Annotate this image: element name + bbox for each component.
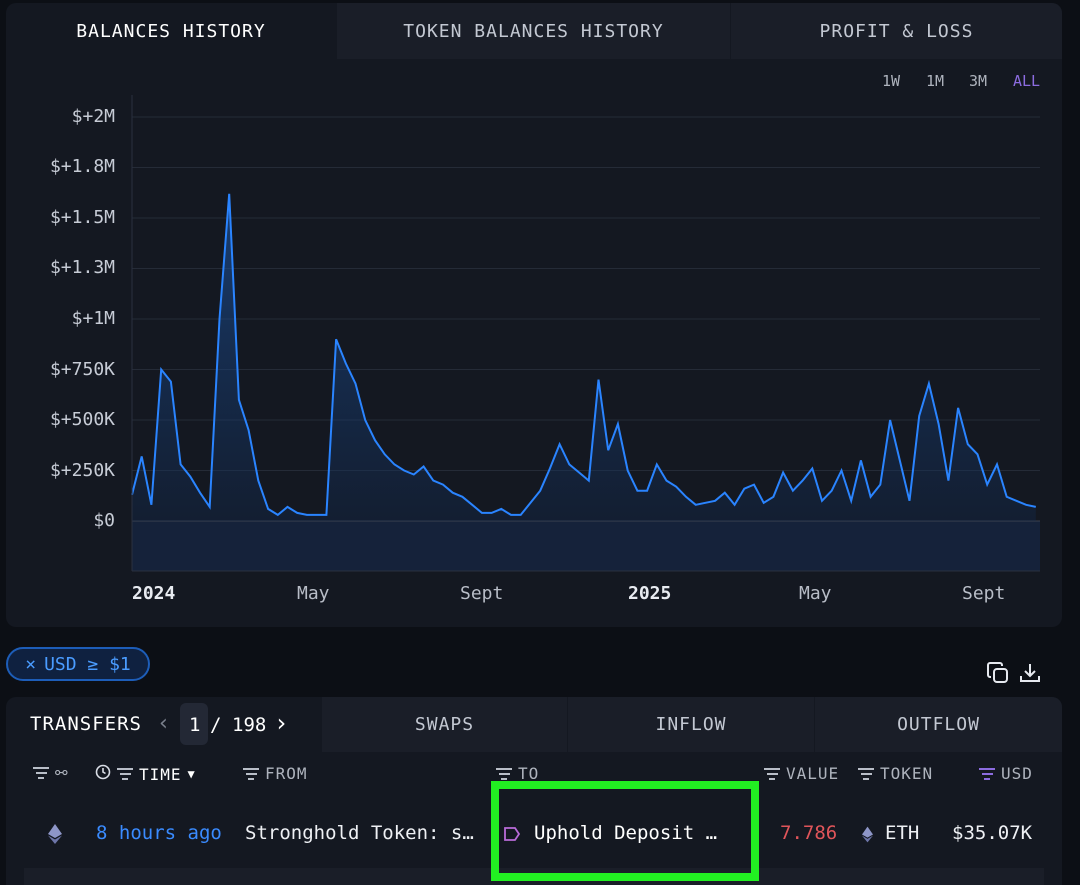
link-icon[interactable]: ⚯ xyxy=(55,764,69,782)
tab-inflow[interactable]: INFLOW xyxy=(568,697,814,752)
header-to[interactable]: TO xyxy=(496,764,539,783)
y-tick-label: $+250K xyxy=(49,460,115,481)
chevron-left-icon[interactable]: ‹ xyxy=(157,711,171,736)
row-token: ETH xyxy=(885,822,920,844)
filter-icon[interactable] xyxy=(117,768,133,780)
page-separator: / xyxy=(210,714,222,736)
header-filter-link[interactable]: ⚯ xyxy=(33,764,69,782)
x-tick-label: 2025 xyxy=(628,583,672,604)
page-total: 198 xyxy=(232,714,267,736)
row-to[interactable]: Uphold Deposit … xyxy=(534,822,718,844)
filter-icon[interactable] xyxy=(33,767,49,779)
range-3m[interactable]: 3M xyxy=(969,72,988,90)
y-tick-label: $+1.8M xyxy=(49,156,115,177)
range-1m[interactable]: 1M xyxy=(926,72,945,90)
row-value: 7.786 xyxy=(780,822,838,844)
header-usd[interactable]: USD xyxy=(979,764,1033,783)
y-tick-label: $+1M xyxy=(71,308,115,329)
page-current-box[interactable] xyxy=(180,703,208,745)
filter-icon[interactable] xyxy=(858,767,874,780)
y-tick-label: $0 xyxy=(93,510,115,531)
filter-icon[interactable] xyxy=(243,767,259,780)
row-from[interactable]: Stronghold Token: s… xyxy=(245,822,474,844)
chevron-right-icon[interactable]: › xyxy=(274,709,289,737)
usd-header-label: USD xyxy=(1001,764,1033,783)
tab-outflow[interactable]: OUTFLOW xyxy=(815,697,1062,752)
balances-panel xyxy=(6,3,1062,627)
eth-icon xyxy=(48,824,62,848)
close-icon[interactable]: × xyxy=(25,653,37,675)
filter-icon[interactable] xyxy=(496,767,512,780)
tab-token-balances-history[interactable]: TOKEN BALANCES HISTORY xyxy=(337,3,730,59)
page-current: 1 xyxy=(189,714,201,736)
tab-swaps[interactable]: SWAPS xyxy=(322,697,567,752)
highlight-box xyxy=(491,781,759,881)
token-header-label: TOKEN xyxy=(880,764,934,783)
y-tick-label: $+750K xyxy=(49,359,115,380)
x-tick-label: May xyxy=(297,583,330,604)
range-1w[interactable]: 1W xyxy=(882,72,901,90)
filter-label: USD ≥ $1 xyxy=(44,653,131,675)
x-tick-label: 2024 xyxy=(132,583,176,604)
copy-icon[interactable] xyxy=(986,661,1010,685)
row-time[interactable]: 8 hours ago xyxy=(96,822,222,844)
value-header-label: VALUE xyxy=(786,764,840,783)
download-icon[interactable] xyxy=(1018,661,1042,685)
row-usd: $35.07K xyxy=(952,822,1033,844)
x-tick-label: Sept xyxy=(460,583,504,604)
tag-icon xyxy=(503,826,521,846)
y-tick-label: $+500K xyxy=(49,409,115,430)
filter-icon[interactable] xyxy=(764,767,780,780)
transfers-title: TRANSFERS xyxy=(30,713,142,735)
filter-icon[interactable] xyxy=(979,767,995,780)
range-all[interactable]: ALL xyxy=(1013,72,1041,90)
clock-icon xyxy=(95,764,111,784)
tab-balances-history[interactable]: BALANCES HISTORY xyxy=(76,20,266,42)
header-time[interactable]: TIME ▼ xyxy=(95,764,196,784)
tab-profit-loss[interactable]: PROFIT & LOSS xyxy=(731,3,1062,59)
x-tick-label: May xyxy=(799,583,832,604)
sort-down-icon[interactable]: ▼ xyxy=(187,767,196,781)
from-header-label: FROM xyxy=(265,764,308,783)
y-tick-label: $+1.5M xyxy=(49,207,115,228)
header-token[interactable]: TOKEN xyxy=(858,764,933,783)
header-from[interactable]: FROM xyxy=(243,764,308,783)
y-tick-label: $+2M xyxy=(71,106,115,127)
y-tick-label: $+1.3M xyxy=(49,257,115,278)
header-value[interactable]: VALUE xyxy=(764,764,839,783)
usd-filter-chip[interactable]: × USD ≥ $1 xyxy=(6,647,150,681)
x-tick-label: Sept xyxy=(962,583,1006,604)
eth-icon xyxy=(862,826,873,847)
time-header-label: TIME xyxy=(139,764,182,784)
to-header-label: TO xyxy=(518,764,540,783)
